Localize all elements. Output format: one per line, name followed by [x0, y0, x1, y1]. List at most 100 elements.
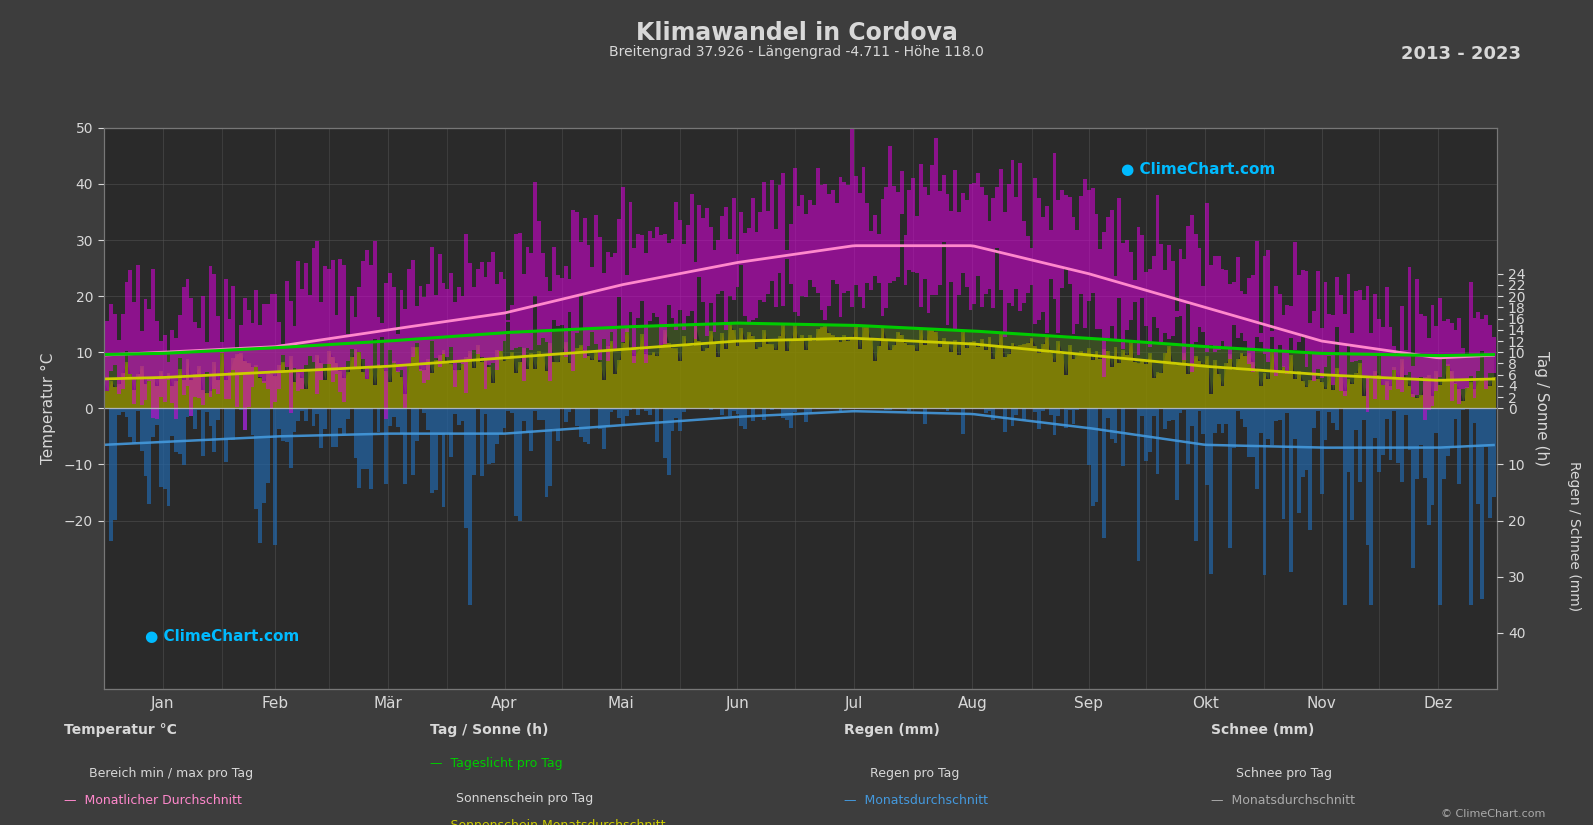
Text: —  Monatlicher Durchschnitt: — Monatlicher Durchschnitt	[64, 794, 242, 808]
Bar	[969, 184, 972, 310]
Bar	[930, 330, 933, 408]
Bar	[315, 408, 319, 414]
Bar	[521, 348, 526, 408]
Bar	[977, 173, 980, 276]
Bar	[793, 408, 796, 412]
Bar	[865, 203, 870, 283]
Bar	[1472, 318, 1477, 398]
Bar	[835, 202, 838, 285]
Bar	[777, 186, 782, 273]
Bar	[1423, 408, 1427, 478]
Bar	[1373, 295, 1376, 399]
Bar	[1193, 234, 1198, 342]
Bar	[299, 378, 304, 408]
Bar	[553, 248, 556, 320]
Bar	[1029, 248, 1034, 285]
Bar	[1294, 243, 1297, 350]
Bar	[1343, 408, 1346, 605]
Bar	[441, 408, 446, 507]
Bar	[411, 260, 414, 356]
Bar	[1384, 408, 1389, 419]
Bar	[1056, 408, 1061, 416]
Bar	[1282, 315, 1286, 367]
Bar	[346, 334, 350, 361]
Bar	[1313, 312, 1316, 381]
Bar	[1340, 295, 1343, 391]
Bar	[1155, 196, 1160, 328]
Bar	[476, 345, 479, 408]
Bar	[346, 408, 350, 418]
Bar	[285, 280, 288, 367]
Bar	[980, 339, 984, 408]
Bar	[1340, 375, 1343, 408]
Bar	[1231, 370, 1236, 408]
Bar	[717, 357, 720, 408]
Bar	[663, 330, 667, 408]
Bar	[1263, 257, 1266, 354]
Bar	[487, 366, 491, 408]
Bar	[484, 408, 487, 414]
Bar	[1381, 328, 1384, 384]
Bar	[357, 408, 362, 488]
Bar	[446, 408, 449, 433]
Bar	[984, 195, 988, 295]
Bar	[427, 408, 430, 431]
Bar	[1056, 200, 1061, 332]
Bar	[969, 342, 972, 408]
Bar	[621, 343, 624, 408]
Bar	[1217, 408, 1220, 424]
Bar	[812, 341, 816, 408]
Bar	[1174, 408, 1179, 500]
Bar	[750, 336, 755, 408]
Bar	[389, 408, 392, 427]
Bar	[274, 376, 277, 408]
Bar	[427, 284, 430, 380]
Bar	[174, 408, 178, 451]
Bar	[816, 168, 819, 293]
Bar	[495, 408, 499, 445]
Bar	[1461, 408, 1466, 410]
Bar	[113, 408, 116, 520]
Bar	[484, 276, 487, 389]
Bar	[102, 335, 105, 372]
Bar	[266, 372, 269, 408]
Bar	[1067, 345, 1072, 408]
Bar	[616, 219, 621, 298]
Bar	[1056, 341, 1061, 408]
Bar	[1332, 390, 1335, 408]
Bar	[1209, 266, 1212, 346]
Bar	[540, 408, 545, 419]
Bar	[468, 351, 472, 408]
Bar	[744, 340, 747, 408]
Bar	[1152, 408, 1155, 416]
Bar	[1225, 408, 1228, 423]
Bar	[1091, 188, 1094, 294]
Bar	[217, 380, 220, 408]
Bar	[479, 262, 484, 357]
Bar	[1395, 408, 1400, 463]
Bar	[1094, 214, 1098, 329]
Bar	[350, 357, 354, 408]
Bar	[1228, 408, 1231, 548]
Bar	[113, 387, 116, 408]
Bar	[1346, 380, 1351, 408]
Bar	[1193, 356, 1198, 408]
Bar	[1117, 364, 1121, 408]
Y-axis label: Temperatur °C: Temperatur °C	[40, 352, 56, 464]
Bar	[1446, 364, 1450, 408]
Bar	[1141, 235, 1144, 298]
Bar	[1086, 408, 1091, 465]
Bar	[1301, 270, 1305, 335]
Bar	[597, 408, 602, 428]
Bar	[938, 346, 941, 408]
Bar	[884, 340, 889, 408]
Bar	[1247, 408, 1251, 457]
Bar	[739, 408, 744, 427]
Bar	[1313, 375, 1316, 408]
Bar	[655, 408, 660, 441]
Bar	[1466, 387, 1469, 408]
Bar	[1313, 408, 1316, 428]
Text: —  Monatsdurchschnitt: — Monatsdurchschnitt	[844, 794, 988, 808]
Bar	[323, 266, 327, 364]
Bar	[903, 235, 908, 285]
